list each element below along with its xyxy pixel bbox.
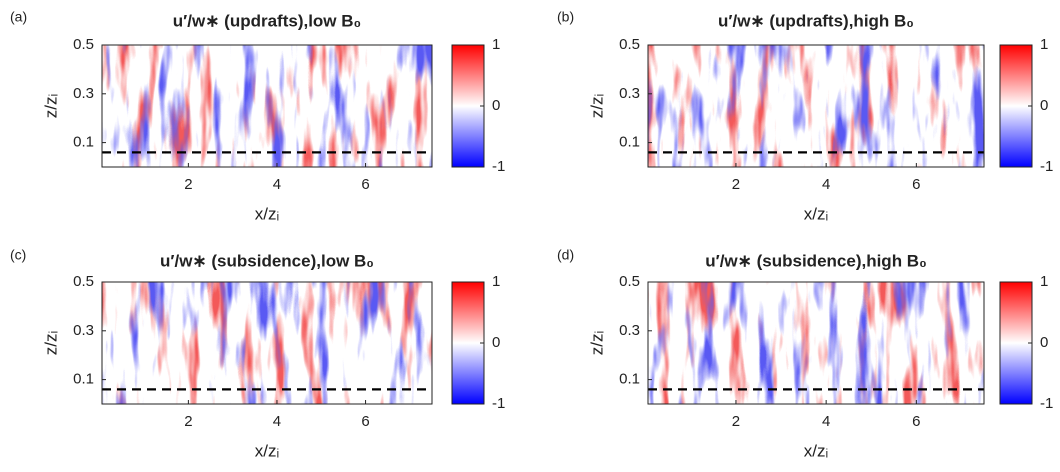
colorbar-tick-label: 0 (492, 97, 500, 114)
x-tick-label: 4 (273, 413, 281, 430)
x-tick-label: 6 (361, 176, 369, 193)
y-tick-label: 0.3 (73, 85, 94, 102)
colorbar-tick-label: -1 (1040, 395, 1053, 412)
y-tick-label: 0.3 (619, 85, 640, 102)
colorbar-tick-label: -1 (492, 158, 505, 175)
axes-frame (647, 44, 985, 168)
panel-title: u′/w∗ (subsidence),low B₀ (160, 251, 374, 270)
colorbar-tick-label: 0 (492, 334, 500, 351)
y-tick-label: 0.3 (619, 322, 640, 339)
x-tick-label: 2 (184, 176, 192, 193)
axes-frame (101, 281, 433, 405)
x-tick-label: 2 (732, 176, 740, 193)
panel-label: (c) (10, 247, 26, 263)
y-tick-label: 0.5 (619, 273, 640, 290)
panel: (c) u′/w∗ (subsidence),low B₀ 2 4 6 0.1 0.3 0.5… (10, 247, 505, 461)
field-texture (648, 282, 984, 404)
y-tick-label: 0.1 (73, 134, 94, 151)
y-tick-label: 0.1 (73, 371, 94, 388)
panel-title: u′/w∗ (updrafts),high B₀ (718, 11, 914, 30)
colorbar (999, 281, 1033, 405)
panel-label: (d) (557, 247, 574, 263)
y-tick-label: 0.5 (619, 36, 640, 53)
colorbar-tick-label: 1 (492, 273, 500, 290)
x-tick-label: 6 (912, 413, 920, 430)
x-axis-label: x/zᵢ (255, 204, 279, 223)
x-tick-label: 6 (912, 176, 920, 193)
y-axis-label: z/zᵢ (41, 94, 60, 118)
axes-frame (647, 281, 985, 405)
x-axis-label: x/zᵢ (804, 204, 828, 223)
y-tick-label: 0.3 (73, 322, 94, 339)
colorbar-tick-label: 0 (1040, 334, 1048, 351)
y-tick-label: 0.1 (619, 134, 640, 151)
panel-label: (a) (10, 9, 27, 25)
x-axis-label: x/zᵢ (804, 441, 828, 460)
panel: (a) u′/w∗ (updrafts),low B₀ 2 4 6 0.1 0.3 0.5 x/… (10, 9, 505, 224)
x-tick-label: 2 (732, 413, 740, 430)
panel-label: (b) (557, 9, 574, 25)
colorbar (451, 44, 485, 168)
x-tick-label: 4 (273, 176, 281, 193)
axes-frame (101, 44, 433, 168)
x-tick-label: 4 (822, 413, 830, 430)
panel-title: u′/w∗ (subsidence),high B₀ (705, 251, 927, 270)
colorbar (451, 281, 485, 405)
field-texture (102, 45, 432, 167)
x-tick-label: 4 (822, 176, 830, 193)
panel: (d) u′/w∗ (subsidence),high B₀ 2 4 6 0.1 0.3 0.… (557, 247, 1053, 461)
x-tick-label: 6 (361, 413, 369, 430)
colorbar-tick-label: -1 (1040, 158, 1053, 175)
y-tick-label: 0.5 (73, 36, 94, 53)
x-tick-label: 2 (184, 413, 192, 430)
y-axis-label: z/zᵢ (587, 94, 606, 118)
colorbar-tick-label: 0 (1040, 97, 1048, 114)
colorbar-tick-label: 1 (492, 36, 500, 53)
colorbar-tick-label: 1 (1040, 36, 1048, 53)
colorbar-tick-label: 1 (1040, 273, 1048, 290)
panel: (b) u′/w∗ (updrafts),high B₀ 2 4 6 0.1 0.3 0.5 x… (557, 9, 1053, 224)
y-tick-label: 0.5 (73, 273, 94, 290)
x-axis-label: x/zᵢ (255, 441, 279, 460)
colorbar (999, 44, 1033, 168)
y-tick-label: 0.1 (619, 371, 640, 388)
field-texture (648, 45, 984, 167)
y-axis-label: z/zᵢ (41, 331, 60, 355)
colorbar-tick-label: -1 (492, 395, 505, 412)
panel-title: u′/w∗ (updrafts),low B₀ (173, 11, 361, 30)
y-axis-label: z/zᵢ (587, 331, 606, 355)
field-texture (102, 282, 432, 404)
